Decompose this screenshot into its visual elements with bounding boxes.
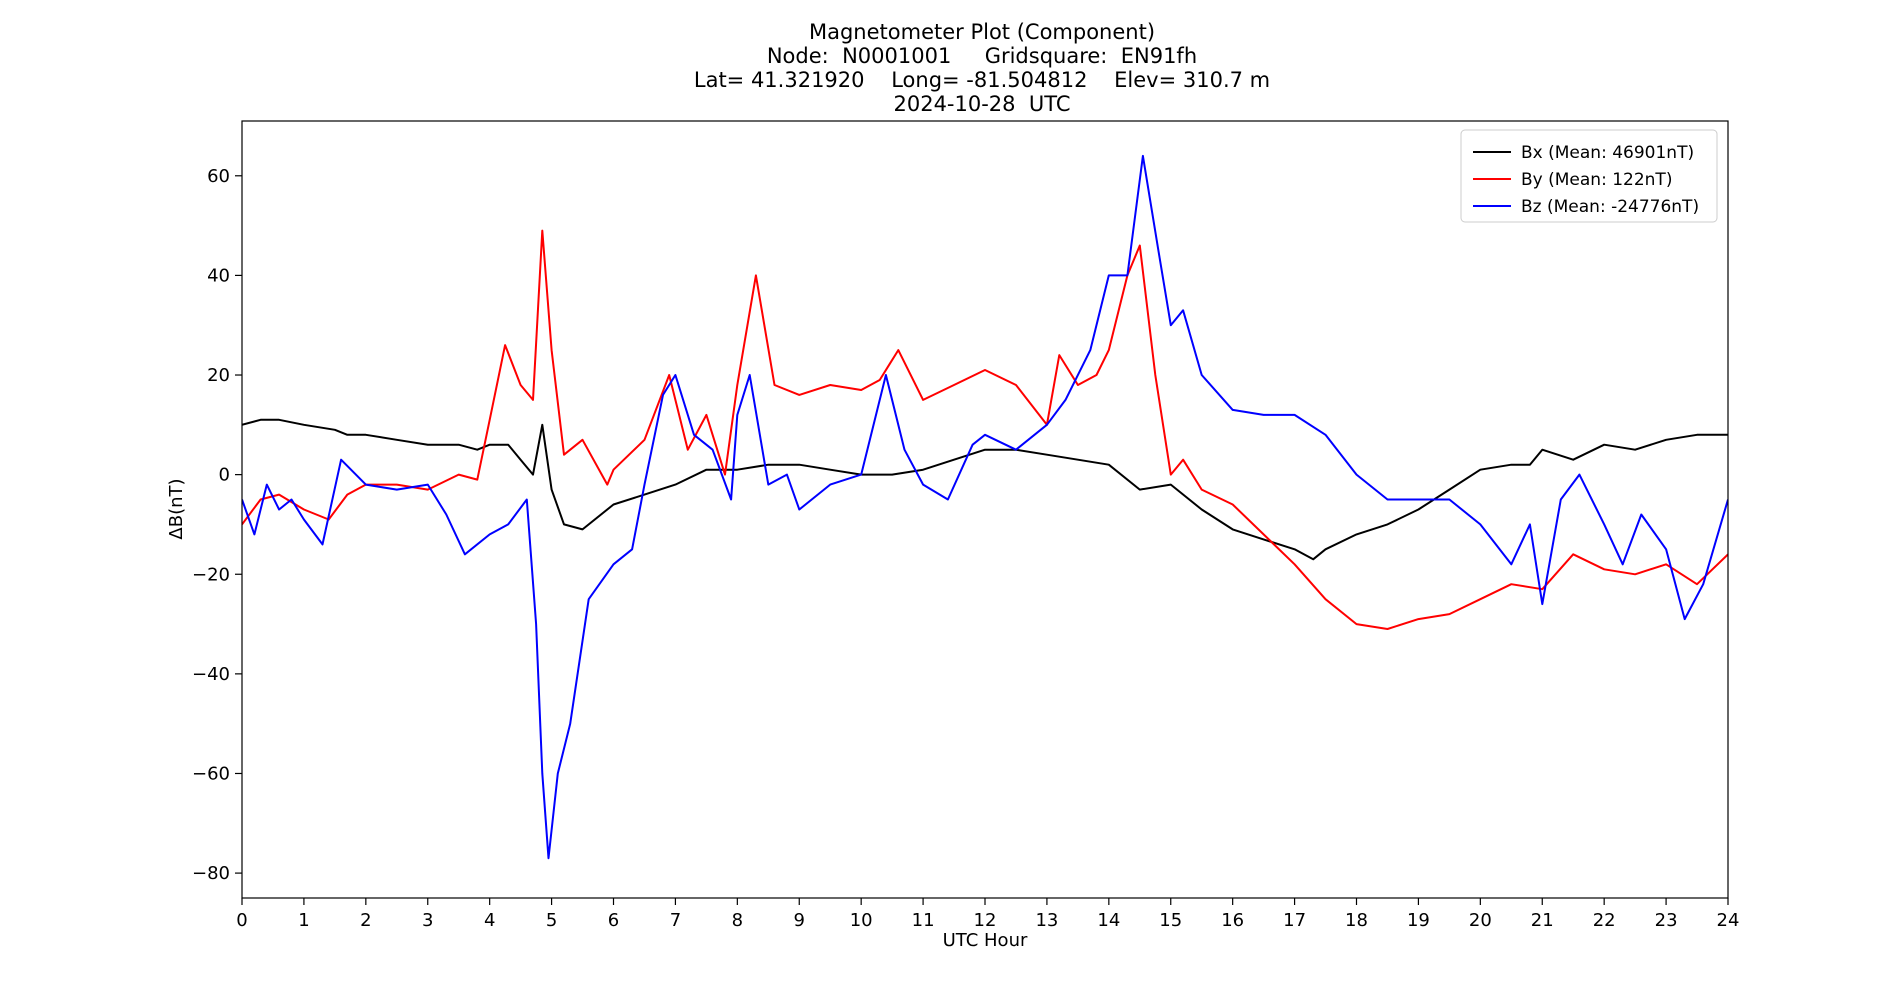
x-tick-label: 18 — [1345, 910, 1368, 931]
plot-frame — [241, 120, 1729, 899]
x-tick-label: 1 — [298, 910, 309, 931]
legend-box — [1460, 129, 1718, 223]
x-tick-label: 12 — [974, 910, 997, 931]
x-tick-label: 5 — [546, 910, 557, 931]
series-line-bz — [242, 154, 1728, 860]
x-tick-label: 15 — [1159, 910, 1182, 931]
x-axis-label: UTC Hour — [943, 930, 1028, 951]
x-tick-label: 8 — [732, 910, 743, 931]
x-tick-label: 0 — [236, 910, 247, 931]
x-tick-label: 21 — [1531, 910, 1554, 931]
y-tick-label: −40 — [192, 664, 230, 685]
x-tick-label: 9 — [794, 910, 805, 931]
x-tick-label: 23 — [1655, 910, 1678, 931]
y-tick-label: −20 — [192, 564, 230, 585]
legend: Bx (Mean: 46901nT) By (Mean: 122nT) Bz (Me… — [1460, 129, 1718, 223]
y-axis-label: ΔB(nT) — [166, 478, 187, 539]
x-tick-label: 22 — [1593, 910, 1616, 931]
x-tick-label: 4 — [484, 910, 495, 931]
y-tick-label: 0 — [219, 465, 230, 486]
x-tick-label: 13 — [1035, 910, 1058, 931]
x-tick-label: 20 — [1469, 910, 1492, 931]
title-line-3: Lat= 41.321920 Long= -81.504812 Elev= 31… — [693, 68, 1271, 92]
x-tick-label: 16 — [1221, 910, 1244, 931]
y-tick-label: −80 — [192, 863, 230, 884]
y-axis: −80 −60 −40 −20 0 20 40 60 — [192, 166, 242, 884]
x-tick-label: 17 — [1283, 910, 1306, 931]
legend-label: Bx (Mean: 46901nT) — [1521, 143, 1694, 163]
x-tick-label: 7 — [670, 910, 681, 931]
x-tick-label: 6 — [608, 910, 619, 931]
x-tick-label: 24 — [1717, 910, 1740, 931]
legend-label: Bz (Mean: -24776nT) — [1521, 197, 1699, 217]
y-tick-label: −60 — [192, 763, 230, 784]
y-tick-label: 60 — [207, 166, 230, 187]
series-line-bx — [242, 418, 1728, 561]
title-line-1: Magnetometer Plot (Component) — [808, 20, 1156, 44]
title-line-2: Node: N0001001 Gridsquare: EN91fh — [766, 44, 1198, 68]
x-tick-label: 11 — [912, 910, 935, 931]
x-axis: 0 1 2 3 4 5 6 7 8 9 10 11 12 13 14 15 16 17 18 19 20 21 22 23 24 — [236, 898, 1739, 931]
x-tick-label: 19 — [1407, 910, 1430, 931]
series-layer — [242, 154, 1728, 860]
y-tick-label: 40 — [207, 265, 230, 286]
legend-label: By (Mean: 122nT) — [1521, 170, 1672, 190]
chart-title: Magnetometer Plot (Component) Node: N000… — [0, 20, 1900, 116]
x-tick-label: 2 — [360, 910, 371, 931]
x-tick-label: 10 — [850, 910, 873, 931]
series-line-by — [242, 229, 1728, 630]
y-tick-label: 20 — [207, 365, 230, 386]
x-tick-label: 14 — [1097, 910, 1120, 931]
title-line-4: 2024-10-28 UTC — [893, 92, 1071, 116]
x-tick-label: 3 — [422, 910, 433, 931]
